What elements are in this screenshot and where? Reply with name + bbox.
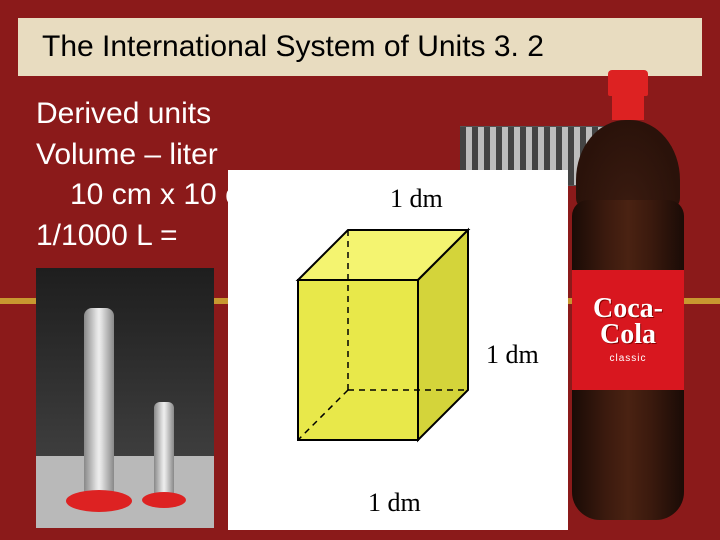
- bottle-variant: classic: [609, 353, 646, 364]
- small-cylinder: [154, 402, 174, 498]
- shelf: [36, 456, 214, 528]
- cube-icon: [258, 220, 498, 480]
- cube-label-top: 1 dm: [390, 184, 443, 214]
- title-bar: The International System of Units 3. 2: [18, 18, 702, 76]
- cube-diagram: 1 dm 1 dm 1 dm: [228, 170, 568, 530]
- graduated-cylinders-image: [36, 268, 214, 528]
- slide-title: The International System of Units 3. 2: [42, 30, 544, 64]
- large-cylinder: [84, 308, 114, 498]
- cube-svg-wrap: [258, 220, 498, 480]
- bottle-label: Coca-Cola classic: [572, 270, 684, 390]
- bottle-shoulder: [576, 120, 680, 210]
- cola-bottle-image: Coca-Cola classic: [564, 70, 692, 530]
- cube-label-bottom: 1 dm: [368, 488, 421, 518]
- bottle-neck: [612, 96, 644, 120]
- body-line-2: Volume – liter: [36, 135, 313, 176]
- bottle-cap: [608, 70, 648, 96]
- body-line-1: Derived units: [36, 94, 313, 135]
- bottle-brand: Coca-Cola: [572, 296, 684, 346]
